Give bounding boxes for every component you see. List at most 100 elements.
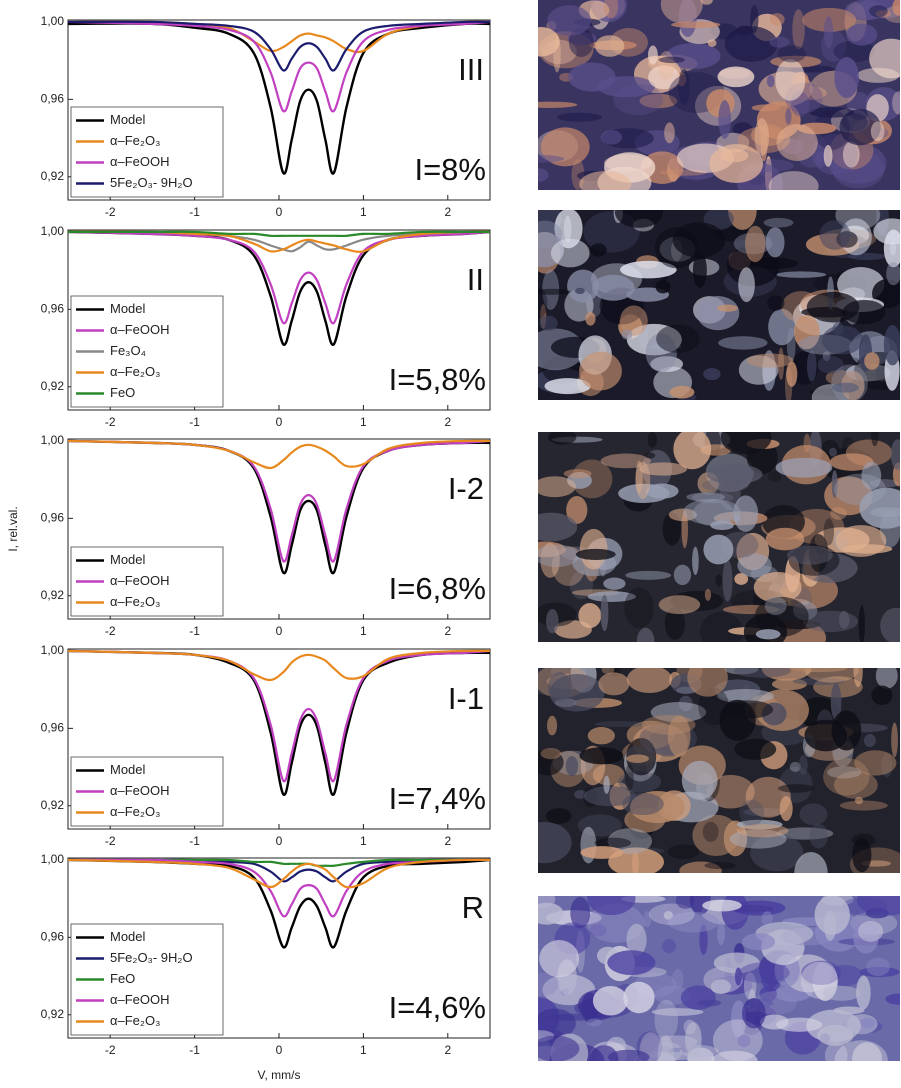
photo-texture — [575, 288, 585, 294]
photo-texture — [823, 986, 861, 1001]
x-tick-label: 2 — [444, 1043, 451, 1057]
x-tick-label: 0 — [276, 415, 283, 429]
photo-texture — [853, 654, 862, 687]
photo-texture — [529, 288, 548, 320]
x-tick-label: -1 — [189, 415, 200, 429]
photo-texture — [656, 325, 700, 353]
y-tick-label: 0,92 — [41, 798, 65, 812]
photo-texture — [843, 544, 893, 553]
photo-texture — [566, 756, 578, 776]
photo-texture — [858, 921, 883, 942]
photo-texture — [742, 998, 766, 1028]
photo-texture — [752, 104, 781, 111]
photo-texture — [767, 295, 784, 310]
photo-texture — [579, 351, 622, 390]
photo-texture — [539, 940, 579, 977]
photo-texture — [852, 838, 871, 873]
x-tick-label: 0 — [276, 624, 283, 638]
photo-texture — [866, 958, 890, 976]
legend-label: α–Fe₂O₃ — [110, 594, 160, 609]
photo-texture — [530, 903, 564, 925]
photo-texture — [625, 764, 634, 791]
photo-texture — [871, 686, 892, 706]
panel-annotation: I=8% — [414, 152, 486, 187]
series-line — [68, 441, 490, 562]
photo-texture — [861, 462, 881, 490]
photo-texture — [830, 507, 847, 520]
photo-texture — [775, 59, 805, 100]
photo-texture — [766, 227, 785, 257]
photo — [519, 191, 901, 411]
panel-label: R — [462, 890, 484, 925]
photo-texture — [777, 45, 806, 62]
x-tick-label: 0 — [276, 205, 283, 219]
photo-texture — [607, 950, 655, 975]
photo-texture — [648, 432, 657, 448]
photo-texture — [547, 5, 591, 36]
panel-label: III — [458, 52, 484, 87]
x-tick-label: 1 — [360, 624, 367, 638]
x-tick-label: 1 — [360, 205, 367, 219]
photo-texture — [770, 13, 785, 26]
photo — [517, 654, 901, 893]
legend-label: α–FeOOH — [110, 783, 170, 798]
photo-texture — [568, 62, 615, 91]
photo-texture — [717, 305, 738, 312]
panel-annotation: I=4,6% — [389, 990, 486, 1025]
photo-texture — [716, 574, 722, 587]
photo-texture — [517, 822, 572, 863]
photo-texture — [693, 252, 707, 288]
legend-label: Fe₃O₄ — [110, 343, 146, 358]
photo-texture — [659, 57, 685, 63]
photo-texture — [792, 9, 805, 49]
photo-texture — [717, 922, 725, 946]
series-line — [68, 860, 490, 917]
x-tick-label: -2 — [105, 1043, 116, 1057]
x-tick-label: 1 — [360, 834, 367, 848]
photo-texture — [709, 144, 763, 183]
y-tick-label: 0,96 — [41, 302, 65, 316]
photo-texture — [639, 462, 687, 475]
photo-texture — [546, 808, 572, 824]
photo-texture — [564, 469, 592, 478]
photo-texture — [623, 982, 654, 1013]
photo-texture — [728, 191, 757, 230]
x-tick-label: 1 — [360, 1043, 367, 1057]
x-tick-label: 2 — [444, 415, 451, 429]
photo — [513, 0, 901, 204]
photo-texture — [737, 824, 789, 837]
photo-texture — [734, 664, 791, 678]
photo-texture — [655, 227, 698, 268]
photo-texture — [527, 168, 548, 182]
legend-label: 5Fe₂O₃- 9H₂O — [110, 175, 193, 190]
photo-texture — [785, 367, 792, 404]
photo-texture — [594, 721, 646, 727]
photo-texture — [541, 748, 561, 759]
photo-texture — [658, 1035, 674, 1074]
photo-texture — [840, 801, 888, 811]
photo-texture — [672, 969, 684, 989]
photo-texture — [624, 587, 654, 628]
x-tick-label: -1 — [189, 205, 200, 219]
photo-texture — [807, 350, 817, 381]
y-tick-label: 1,00 — [41, 852, 65, 866]
photo-texture — [658, 51, 674, 80]
photo-texture — [679, 69, 690, 105]
photo-texture — [834, 57, 859, 98]
photo-texture — [600, 560, 606, 576]
photo-texture — [626, 754, 649, 762]
photo-texture — [803, 611, 858, 633]
photo-texture — [603, 577, 625, 589]
photo-texture — [824, 911, 836, 941]
panel-label: I-1 — [448, 681, 484, 716]
y-tick-label: 0,96 — [41, 511, 65, 525]
photo-texture — [718, 100, 731, 139]
photo-texture — [833, 322, 844, 336]
photo-texture — [588, 727, 615, 744]
photo-texture — [533, 476, 575, 497]
photo-texture — [702, 478, 749, 492]
photo-texture — [765, 597, 787, 615]
photo-texture — [843, 300, 886, 324]
photo-texture — [702, 900, 742, 912]
y-tick-label: 0,92 — [41, 379, 65, 393]
